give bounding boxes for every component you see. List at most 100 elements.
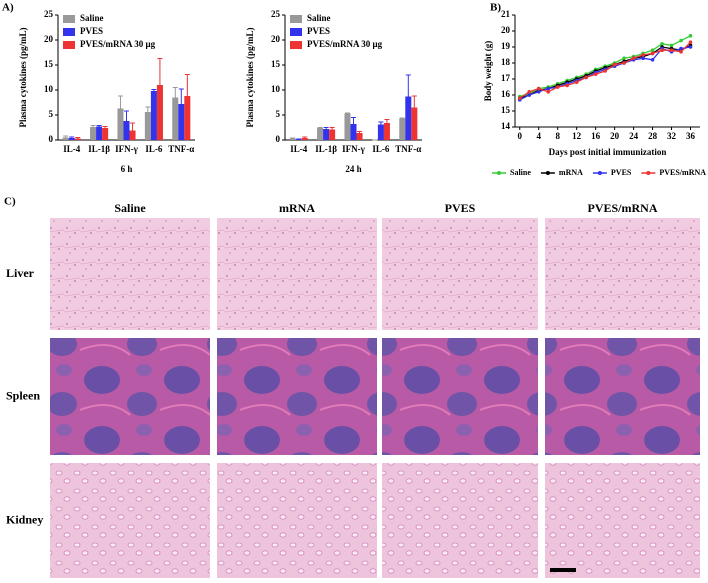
bar: [129, 130, 136, 140]
x-tick-label: IL-6: [372, 144, 390, 154]
x-tick-label: TNF-α: [395, 144, 421, 154]
bar: [350, 124, 357, 140]
y-tick-label: 10: [44, 84, 54, 94]
marker: [536, 86, 541, 91]
histology-image: [217, 463, 377, 578]
marker: [679, 38, 683, 43]
y-tick-label: 0: [49, 134, 54, 144]
bar: [323, 129, 330, 140]
error-bar: [172, 87, 178, 98]
scale-bar: [550, 568, 576, 572]
panel-label: C): [4, 196, 16, 208]
y-tick-label: 5: [49, 109, 54, 119]
marker: [660, 48, 664, 52]
error-bar: [130, 122, 136, 131]
x-axis-title: 24 h: [345, 164, 361, 174]
bar: [123, 121, 130, 140]
legend-label: PVES: [80, 26, 103, 36]
legend-label: PVES/mRNA 30 μg: [307, 39, 383, 49]
error-bar: [351, 117, 356, 124]
legend-marker: [597, 171, 602, 175]
error-bar: [184, 74, 190, 96]
x-tick-label: IL-1β: [88, 144, 110, 154]
x-tick-label: TNF-α: [168, 144, 194, 154]
error-bar: [296, 138, 302, 140]
column-header: PVES: [445, 201, 476, 215]
histology-image: [545, 463, 700, 578]
y-tick-label: 14: [501, 121, 511, 131]
x-tick-label: IL-4: [63, 144, 81, 154]
histology-image: [382, 218, 538, 330]
x-tick-label: 16: [591, 131, 601, 141]
x-axis-title: Days post initial immunization: [549, 147, 667, 157]
error-bar: [290, 137, 296, 139]
error-bar: [157, 58, 163, 85]
x-tick-label: 24: [629, 131, 639, 141]
bar: [102, 128, 109, 140]
legend-swatch: [63, 41, 75, 49]
marker: [688, 40, 693, 44]
error-bar: [411, 95, 417, 108]
bar: [405, 96, 412, 140]
marker: [546, 86, 551, 91]
x-tick-label: IFN-γ: [115, 144, 138, 154]
y-tick-label: 16: [501, 89, 511, 99]
y-tick-label: 15: [44, 59, 54, 69]
marker: [584, 75, 588, 80]
marker: [555, 85, 560, 89]
x-axis-title: 6 h: [121, 164, 133, 174]
y-tick-label: 20: [501, 25, 511, 35]
x-tick-label: 0: [517, 131, 522, 141]
marker: [660, 42, 664, 46]
bar: [68, 138, 75, 140]
marker: [641, 56, 645, 60]
column-header: mRNA: [279, 201, 315, 215]
marker: [565, 83, 569, 88]
column-header: Saline: [114, 201, 146, 215]
histology-image: [382, 338, 538, 455]
marker: [669, 48, 674, 52]
y-tick-label: 15: [271, 59, 281, 69]
y-tick-label: 25: [44, 9, 54, 19]
bar: [117, 108, 124, 140]
x-tick-label: IFN-γ: [342, 144, 365, 154]
error-bar: [151, 89, 157, 91]
marker: [622, 61, 626, 65]
histology-image: [545, 338, 700, 455]
marker: [631, 56, 636, 60]
legend-label: Saline: [80, 13, 104, 23]
marker: [650, 51, 655, 56]
marker: [546, 90, 551, 94]
histology-image: [50, 218, 210, 330]
legend-marker: [545, 171, 550, 175]
x-tick-label: 28: [648, 131, 658, 141]
marker: [679, 50, 683, 54]
bar: [156, 85, 163, 140]
x-tick-label: IL-4: [290, 144, 308, 154]
error-bar: [124, 110, 129, 121]
marker: [593, 72, 598, 76]
error-bar: [344, 112, 350, 114]
bar: [399, 118, 406, 140]
marker: [622, 56, 626, 60]
y-tick-label: 25: [271, 9, 281, 19]
y-axis-title: Plasma cytokines (pg/mL): [245, 27, 255, 127]
x-tick-label: 12: [572, 131, 582, 141]
bar: [295, 139, 302, 140]
marker: [688, 34, 693, 38]
y-axis-title: Plasma cytokines (pg/mL): [18, 27, 28, 127]
marker: [574, 80, 579, 84]
bar: [172, 97, 179, 140]
bar: [301, 138, 308, 140]
x-tick-label: 36: [686, 131, 696, 141]
histology-image: [50, 463, 210, 578]
bar: [184, 96, 191, 140]
y-tick-label: 17: [501, 73, 511, 83]
bar: [90, 127, 97, 140]
marker: [688, 45, 693, 49]
y-tick-label: 10: [271, 84, 281, 94]
marker: [669, 43, 674, 48]
error-bar: [117, 95, 123, 109]
bar: [344, 113, 351, 140]
y-tick-label: 21: [501, 9, 511, 19]
